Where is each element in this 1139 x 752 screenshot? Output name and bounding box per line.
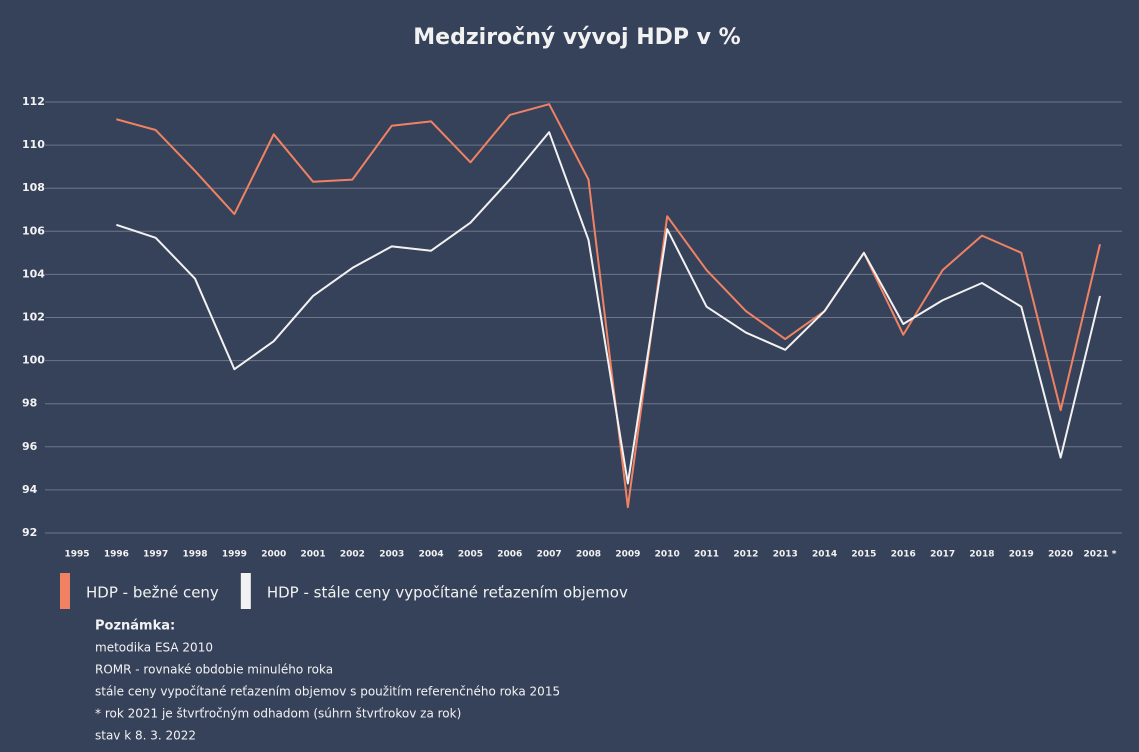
x-tick-label: 2009	[615, 550, 640, 560]
note-line: metodika ESA 2010	[95, 641, 213, 655]
x-tick-label: 2011	[694, 550, 719, 560]
y-tick-label: 112	[22, 95, 45, 108]
x-tick-label: 2008	[576, 550, 601, 560]
x-tick-label: 2001	[301, 550, 326, 560]
x-tick-label: 1997	[143, 550, 168, 560]
x-tick-label: 2021 *	[1084, 550, 1117, 560]
series-line	[116, 103, 1101, 509]
y-tick-label: 96	[22, 440, 38, 453]
x-tick-label: 2000	[261, 550, 286, 560]
note-line: ROMR - rovnaké obdobie minulého roka	[95, 663, 333, 677]
x-tick-label: 1996	[104, 550, 129, 560]
y-tick-label: 102	[22, 311, 45, 324]
x-tick-label: 2013	[773, 550, 798, 560]
x-tick-label: 2002	[340, 550, 365, 560]
x-tick-label: 2006	[497, 550, 522, 560]
y-tick-label: 94	[22, 483, 38, 496]
y-tick-label: 100	[22, 354, 45, 367]
note-line: stav k 8. 3. 2022	[95, 729, 196, 743]
legend-swatch	[60, 573, 70, 609]
y-tick-label: 106	[22, 224, 45, 237]
x-tick-label: 2016	[891, 550, 916, 560]
legend-label: HDP - bežné ceny	[86, 584, 219, 602]
series-line	[116, 131, 1101, 485]
x-tick-label: 2017	[930, 550, 955, 560]
x-tick-label: 1999	[222, 550, 247, 560]
y-tick-label: 108	[22, 181, 45, 194]
x-tick-label: 2019	[1009, 550, 1034, 560]
notes-title: Poznámka:	[95, 619, 175, 634]
x-tick-label: 1998	[183, 550, 208, 560]
y-tick-label: 110	[22, 138, 45, 151]
x-tick-label: 2018	[969, 550, 994, 560]
x-tick-label: 2005	[458, 550, 483, 560]
note-line: stále ceny vypočítané reťazením objemov …	[95, 685, 560, 699]
y-tick-label: 92	[22, 526, 37, 539]
x-tick-label: 2014	[812, 550, 837, 560]
x-tick-label: 1995	[64, 550, 89, 560]
x-tick-label: 2004	[419, 550, 444, 560]
x-tick-label: 2003	[379, 550, 404, 560]
legend-label: HDP - stále ceny vypočítané reťazením ob…	[267, 584, 628, 602]
note-line: * rok 2021 je štvrťročným odhadom (súhrn…	[95, 707, 461, 721]
x-tick-label: 2020	[1048, 550, 1073, 560]
x-tick-label: 2015	[851, 550, 876, 560]
x-tick-label: 2012	[733, 550, 758, 560]
x-tick-label: 2010	[655, 550, 680, 560]
legend-swatch	[240, 573, 251, 609]
y-tick-label: 98	[22, 397, 37, 410]
x-tick-label: 2007	[537, 550, 562, 560]
chart-title: Medziročný vývoj HDP v %	[413, 25, 740, 50]
y-tick-label: 104	[22, 267, 45, 280]
